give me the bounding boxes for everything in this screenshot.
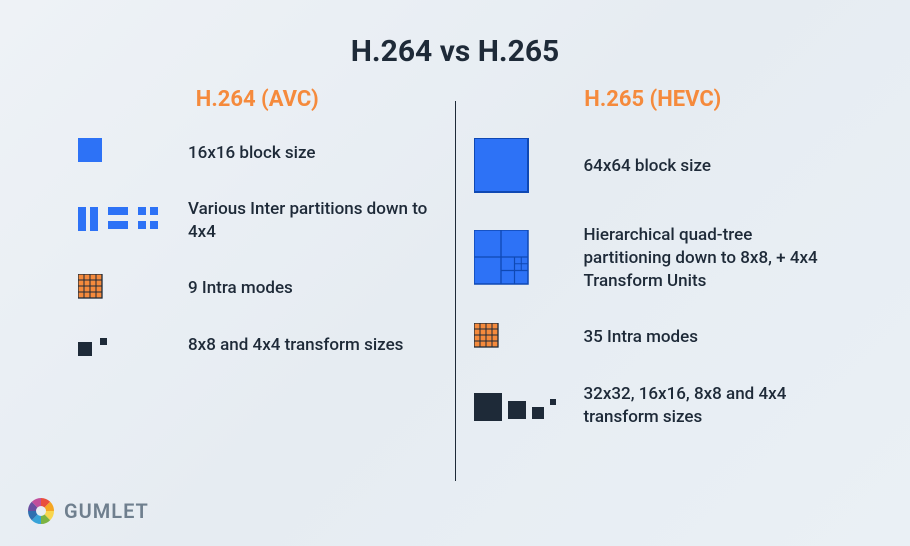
inter-partitions-icon xyxy=(78,207,188,235)
left-row-0-label: 16x16 block size xyxy=(188,142,437,165)
left-column: H.264 (AVC) 16x16 block size xyxy=(60,87,455,481)
right-row-1-label: Hierarchical quad-tree partitioning down… xyxy=(584,224,833,293)
left-row-3-label: 8x8 and 4x4 transform sizes xyxy=(188,334,437,357)
intra-modes-9-icon xyxy=(78,274,188,304)
left-row-1-label: Various Inter partitions down to 4x4 xyxy=(188,198,437,244)
right-row-3-label: 32x32, 16x16, 8x8 and 4x4 transform size… xyxy=(584,383,833,429)
brand-logo-text: GUMLET xyxy=(64,499,149,523)
right-row-2: 35 Intra modes xyxy=(474,323,833,353)
left-row-0: 16x16 block size xyxy=(78,138,437,168)
right-row-1: Hierarchical quad-tree partitioning down… xyxy=(474,224,833,293)
right-row-2-label: 35 Intra modes xyxy=(584,326,833,349)
transform-8x8-4x4-icon xyxy=(78,334,188,358)
left-row-1: Various Inter partitions down to 4x4 xyxy=(78,198,437,244)
left-row-2: 9 Intra modes xyxy=(78,274,437,304)
transform-32-16-8-4-icon xyxy=(474,389,584,423)
right-row-0: 64x64 block size xyxy=(474,138,833,194)
right-row-3: 32x32, 16x16, 8x8 and 4x4 transform size… xyxy=(474,383,833,429)
quadtree-icon xyxy=(474,230,584,286)
block-64x64-icon xyxy=(474,138,584,194)
left-column-title: H.264 (AVC) xyxy=(78,87,437,112)
left-row-2-label: 9 Intra modes xyxy=(188,277,437,300)
right-column: H.265 (HEVC) 64x64 block size xyxy=(456,87,851,481)
comparison-columns: H.264 (AVC) 16x16 block size xyxy=(0,69,910,481)
block-16x16-icon xyxy=(78,138,188,168)
brand-logo: GUMLET xyxy=(26,496,149,526)
gumlet-logo-icon xyxy=(26,496,56,526)
right-column-title: H.265 (HEVC) xyxy=(474,87,833,112)
left-row-3: 8x8 and 4x4 transform sizes xyxy=(78,334,437,358)
intra-modes-35-icon xyxy=(474,323,584,353)
right-row-0-label: 64x64 block size xyxy=(584,155,833,178)
main-title: H.264 vs H.265 xyxy=(0,0,910,69)
